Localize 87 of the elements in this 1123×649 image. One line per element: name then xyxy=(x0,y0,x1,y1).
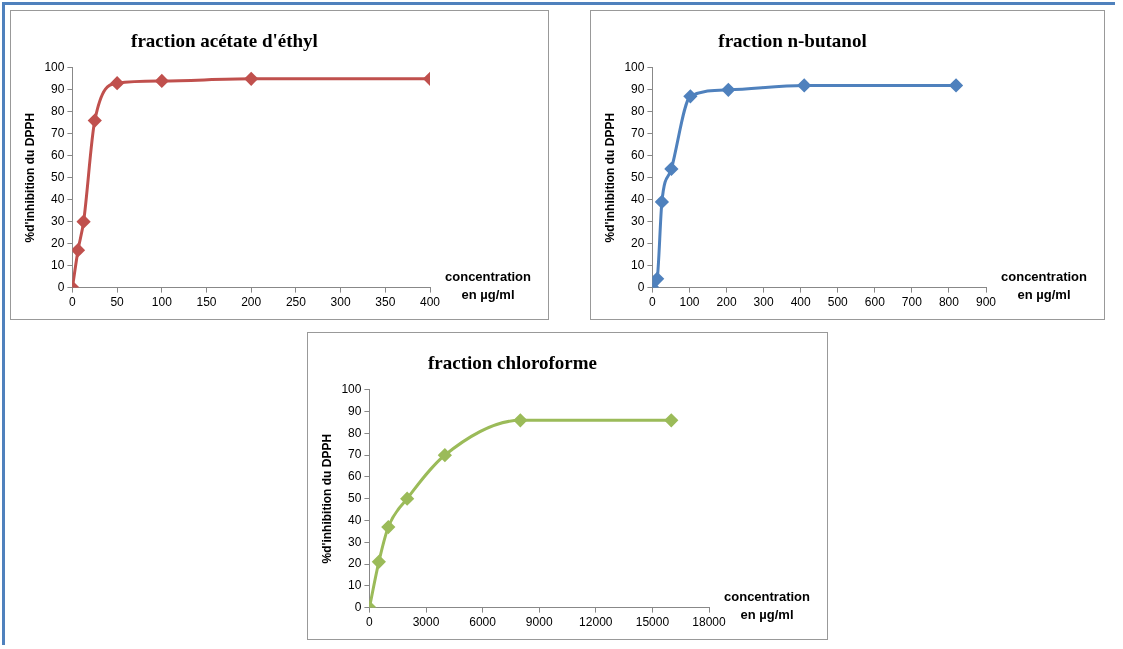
y-tick-label: 80 xyxy=(348,425,362,440)
point xyxy=(155,74,169,88)
y-tick-label: 10 xyxy=(631,257,645,272)
x-tick-label: 12000 xyxy=(579,615,613,630)
y-tick-label: 90 xyxy=(348,403,362,418)
x-axis-title: concentration en µg/ml xyxy=(724,589,811,623)
point xyxy=(664,413,678,427)
point xyxy=(683,89,697,103)
y-tick-label: 50 xyxy=(348,491,362,506)
y-tick-label: 20 xyxy=(631,235,645,250)
y-tick-label: 100 xyxy=(624,60,645,75)
point xyxy=(949,78,963,92)
y-axis-title: %d'inhibition du DPPH xyxy=(22,112,37,243)
y-tick-label: 60 xyxy=(348,469,362,484)
point xyxy=(381,520,395,534)
y-tick-label: 10 xyxy=(51,257,65,272)
x-tick-label: 300 xyxy=(753,295,774,310)
y-tick-label: 0 xyxy=(637,279,645,294)
y-tick-label: 60 xyxy=(631,148,645,163)
y-tick-label: 30 xyxy=(631,213,645,228)
y-tick-label: 0 xyxy=(354,599,362,614)
x-tick-label: 900 xyxy=(975,295,997,310)
chart-title: fraction acétate d'éthyl xyxy=(131,30,318,52)
y-axis-title: %d'inhibition du DPPH xyxy=(602,112,617,243)
point xyxy=(244,72,258,86)
chart-title: fraction chloroforme xyxy=(427,352,598,374)
y-tick-label: 50 xyxy=(631,170,645,185)
point xyxy=(77,215,91,229)
y-tick-label: 100 xyxy=(341,382,362,397)
x-tick-label: 3000 xyxy=(412,615,440,630)
x-tick-label: 100 xyxy=(679,295,700,310)
x-axis-title: concentration en µg/ml xyxy=(1001,269,1088,303)
y-tick-label: 30 xyxy=(51,213,65,228)
x-tick-label: 9000 xyxy=(525,615,553,630)
y-tick-label: 30 xyxy=(348,534,362,549)
x-tick-label: 150 xyxy=(196,295,217,310)
chart-title: fraction n-butanol xyxy=(718,30,867,52)
point xyxy=(664,162,678,176)
x-tick-label: 500 xyxy=(827,295,849,310)
point xyxy=(88,114,102,128)
y-tick-label: 40 xyxy=(51,191,65,206)
y-tick-label: 90 xyxy=(631,82,645,97)
x-tick-label: 100 xyxy=(151,295,173,310)
point xyxy=(655,195,669,209)
y-tick-label: 40 xyxy=(348,512,362,527)
point xyxy=(513,413,527,427)
point xyxy=(372,555,386,569)
y-tick-label: 60 xyxy=(51,148,65,163)
x-axis-title: concentration en µg/ml xyxy=(445,269,532,303)
point xyxy=(797,78,811,92)
y-tick-label: 20 xyxy=(51,235,65,250)
y-tick-label: 0 xyxy=(57,279,65,294)
y-tick-label: 70 xyxy=(51,126,65,141)
y-axis-title: %d'inhibition du DPPH xyxy=(319,433,334,564)
y-tick-label: 20 xyxy=(348,556,362,571)
y-tick-label: 10 xyxy=(348,578,362,593)
x-tick-label: 400 xyxy=(790,295,812,310)
x-tick-label: 300 xyxy=(330,295,351,310)
y-tick-label: 80 xyxy=(631,104,645,119)
y-tick-label: 100 xyxy=(44,60,65,75)
x-tick-label: 700 xyxy=(901,295,923,310)
point xyxy=(652,272,664,286)
y-tick-label: 80 xyxy=(51,104,65,119)
x-tick-label: 350 xyxy=(375,295,396,310)
point xyxy=(400,492,414,506)
x-tick-label: 0 xyxy=(366,615,374,630)
point xyxy=(110,76,124,90)
y-tick-label: 40 xyxy=(631,191,645,206)
point xyxy=(721,83,735,97)
x-tick-label: 0 xyxy=(649,295,657,310)
y-tick-label: 50 xyxy=(51,170,65,185)
x-tick-label: 800 xyxy=(938,295,960,310)
x-tick-label: 200 xyxy=(716,295,737,310)
point xyxy=(72,243,85,257)
x-tick-label: 200 xyxy=(241,295,262,310)
x-tick-label: 0 xyxy=(69,295,77,310)
point xyxy=(438,448,452,462)
y-tick-label: 70 xyxy=(631,126,645,141)
x-tick-label: 6000 xyxy=(469,615,497,630)
x-tick-label: 18000 xyxy=(692,615,727,630)
x-tick-label: 250 xyxy=(285,295,307,310)
x-tick-label: 50 xyxy=(110,295,125,310)
x-tick-label: 15000 xyxy=(635,615,670,630)
y-tick-label: 90 xyxy=(51,82,65,97)
x-tick-label: 400 xyxy=(419,295,441,310)
x-tick-label: 600 xyxy=(864,295,886,310)
y-tick-label: 70 xyxy=(348,447,362,462)
